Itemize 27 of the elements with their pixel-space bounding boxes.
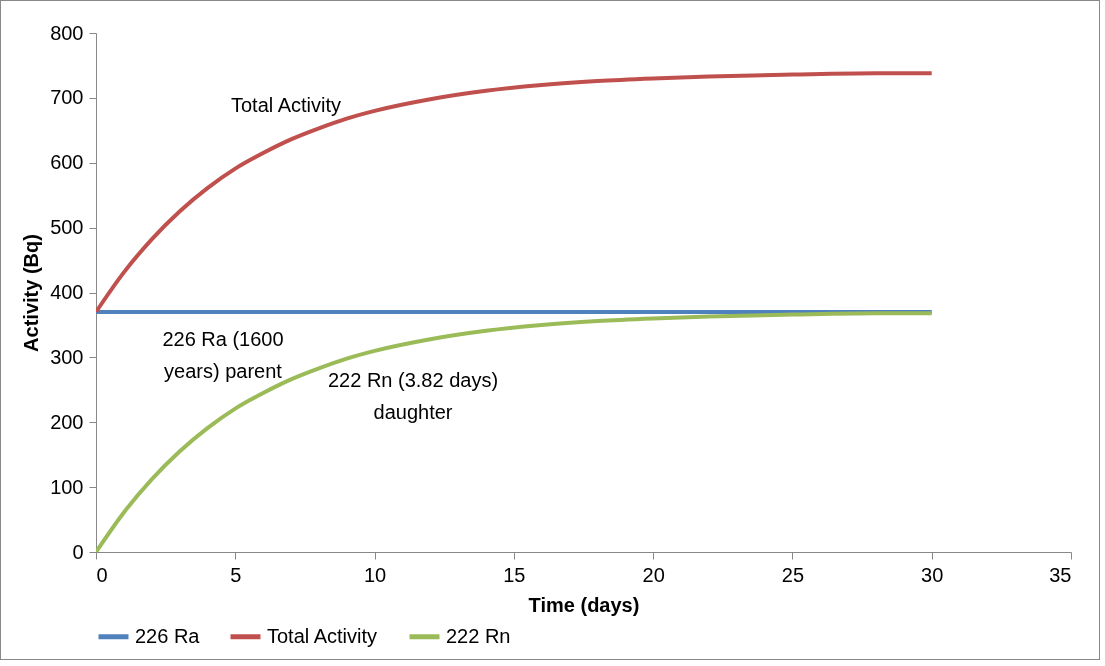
legend-label: Total Activity	[267, 624, 378, 647]
y-tick-label: 0	[72, 540, 84, 563]
y-tick-label: 200	[50, 410, 84, 433]
y-tick-label: 300	[50, 345, 84, 368]
y-tick-label: 400	[50, 281, 84, 303]
x-tick-label: 10	[363, 563, 387, 586]
x-axis-title: Time (days)	[528, 593, 640, 616]
x-tick-label: 30	[921, 563, 944, 586]
y-tick-label: 500	[50, 216, 84, 239]
y-tick-label: 800	[50, 21, 84, 44]
annotation: 222 Rn (3.82 days) daughter	[327, 369, 499, 423]
x-tick-label: 5	[230, 563, 242, 586]
y-tick-label: 600	[50, 151, 84, 174]
y-tick-label: 100	[50, 475, 84, 498]
y-axis-title: Activity (Bq)	[20, 234, 43, 352]
legend-label: 226 Ra	[135, 624, 201, 647]
x-tick-label: 35	[1049, 563, 1072, 586]
line-series	[96, 71, 934, 314]
y-tick-label: 700	[50, 86, 84, 109]
annotation: 226 Ra (1600 years) parent	[162, 328, 284, 382]
annotation: Total Activity	[230, 94, 342, 116]
x-tick-label: 15	[503, 563, 526, 586]
x-tick-label: 25	[781, 563, 805, 586]
x-tick-label: 0	[96, 563, 108, 586]
legend-label: 222 Rn	[446, 624, 511, 647]
x-tick-label: 20	[642, 563, 665, 586]
line-series	[96, 311, 934, 552]
